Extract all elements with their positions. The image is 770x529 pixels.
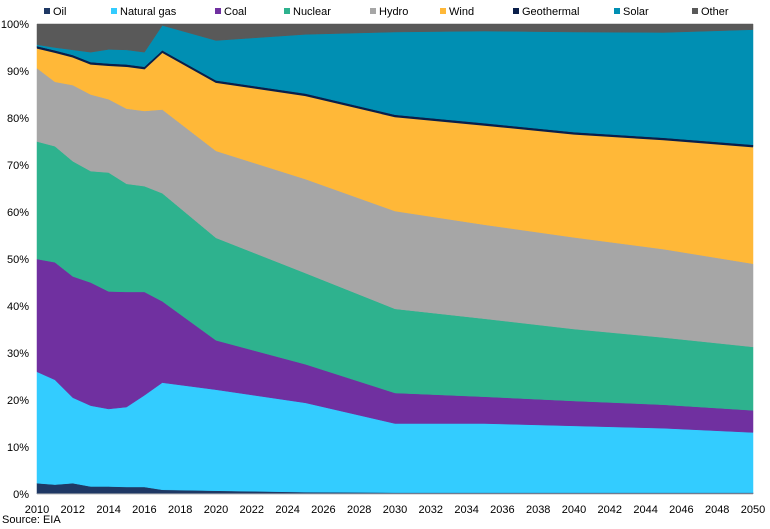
x-tick-label: 2040 (562, 504, 586, 516)
y-tick-label: 30% (7, 348, 29, 360)
x-tick-label: 2028 (347, 504, 371, 516)
x-tick-label: 2020 (204, 504, 228, 516)
legend-label: Geothermal (522, 6, 579, 18)
area-series-group (36, 23, 754, 495)
y-tick-label: 20% (7, 395, 29, 407)
legend-label: Solar (623, 6, 649, 18)
legend-label: Oil (53, 6, 66, 18)
x-tick-label: 2048 (705, 504, 729, 516)
legend-label: Other (701, 6, 729, 18)
legend-swatch (370, 8, 376, 14)
x-tick-label: 2044 (633, 504, 657, 516)
legend: Oil Natural gas Coal Nuclear Hydro Wind Geothe… (44, 6, 729, 18)
legend-swatch (692, 8, 698, 14)
legend-swatch (111, 8, 117, 14)
y-tick-label: 10% (7, 442, 29, 454)
legend-swatch (513, 8, 519, 14)
y-tick-label: 90% (7, 66, 29, 78)
x-tick-label: 2046 (669, 504, 693, 516)
source-note: Source: EIA (2, 514, 61, 526)
legend-swatch (440, 8, 446, 14)
x-tick-label: 2050 (741, 504, 765, 516)
x-tick-label: 2042 (598, 504, 622, 516)
legend-label: Nuclear (293, 6, 331, 18)
y-tick-label: 70% (7, 160, 29, 172)
x-tick-label: 2032 (419, 504, 443, 516)
x-tick-label: 2014 (96, 504, 120, 516)
x-tick-label: 2036 (490, 504, 514, 516)
legend-label: Coal (224, 6, 247, 18)
x-tick-label: 2038 (526, 504, 550, 516)
legend-swatch (44, 8, 50, 14)
x-tick-label: 2012 (61, 504, 85, 516)
x-tick-label: 2022 (240, 504, 264, 516)
legend-swatch (284, 8, 290, 14)
legend-label: Hydro (379, 6, 408, 18)
x-tick-label: 2034 (454, 504, 478, 516)
y-tick-label: 60% (7, 207, 29, 219)
y-tick-label: 40% (7, 301, 29, 313)
area-other (36, 23, 754, 53)
legend-swatch (215, 8, 221, 14)
area-boundary-line (36, 47, 754, 148)
x-tick-label: 2024 (275, 504, 299, 516)
y-tick-label: 0% (13, 489, 29, 501)
x-tick-label: 2010 (25, 504, 49, 516)
y-tick-label: 100% (1, 19, 29, 31)
axes: 0% 10% 20% 30% 40% 50% 60% 70% 80% 90% 100% 2010 201… (1, 19, 765, 516)
x-tick-label: 2030 (383, 504, 407, 516)
y-tick-label: 80% (7, 113, 29, 125)
x-tick-label: 2016 (132, 504, 156, 516)
legend-label: Natural gas (120, 6, 177, 18)
legend-label: Wind (449, 6, 474, 18)
x-tick-label: 2018 (168, 504, 192, 516)
y-tick-label: 50% (7, 254, 29, 266)
x-tick-label: 2026 (311, 504, 335, 516)
legend-swatch (614, 8, 620, 14)
